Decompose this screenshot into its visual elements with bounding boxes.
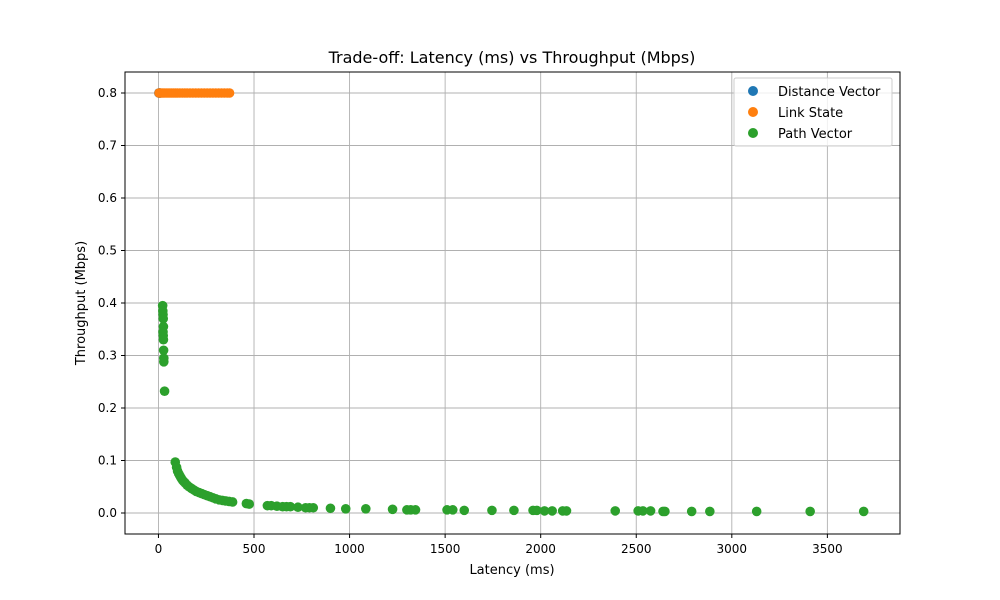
y-tick-label: 0.7: [98, 139, 117, 153]
y-tick-label: 0.8: [98, 86, 117, 100]
x-tick-label: 500: [243, 542, 266, 556]
legend-label-distance-vector: Distance Vector: [778, 85, 881, 100]
data-point: [638, 506, 648, 516]
data-point: [308, 502, 319, 513]
x-tick-label: 0: [155, 542, 163, 556]
y-tick-label: 0.4: [98, 296, 117, 310]
data-point: [705, 506, 715, 517]
legend: Distance Vector Link State Path Vector: [733, 77, 893, 147]
data-point: [447, 505, 458, 515]
data-point: [158, 313, 169, 324]
legend-marker-link-state: [748, 107, 758, 117]
x-tick-label: 3500: [812, 542, 843, 556]
axis-ticks: 0 500 1000 1500 2000 2500 3000 3500 0.0 0.1 0.2 0.3…: [98, 86, 843, 556]
data-point: [224, 88, 235, 98]
y-tick-label: 0.3: [98, 349, 117, 363]
x-tick-label: 1500: [430, 542, 461, 556]
x-tick-label: 1000: [334, 542, 365, 556]
data-point: [660, 506, 670, 517]
data-point: [158, 345, 169, 356]
data-point: [325, 503, 336, 514]
legend-marker-path-vector: [748, 128, 758, 138]
legend-box: [733, 77, 893, 147]
data-points: [154, 88, 869, 517]
x-tick-label: 3000: [717, 542, 748, 556]
legend-label-path-vector: Path Vector: [778, 127, 853, 142]
grid: [125, 72, 900, 534]
x-axis-label: Latency (ms): [469, 563, 554, 578]
data-point: [387, 504, 398, 515]
data-point: [285, 501, 296, 512]
data-point: [858, 506, 869, 517]
data-point: [227, 497, 238, 507]
data-point: [459, 505, 470, 516]
x-tick-label: 2000: [525, 542, 556, 556]
data-point: [645, 506, 656, 516]
data-point: [509, 505, 519, 516]
data-point: [686, 506, 697, 517]
series-link-state: [154, 88, 235, 98]
data-point: [539, 506, 550, 516]
data-point: [159, 386, 170, 397]
data-point: [805, 506, 815, 517]
data-point: [547, 506, 557, 516]
data-point: [293, 502, 303, 513]
legend-label-link-state: Link State: [778, 106, 843, 121]
data-point: [610, 506, 621, 516]
y-axis-label: Throughput (Mbps): [74, 241, 89, 366]
y-tick-label: 0.2: [98, 401, 117, 415]
y-tick-label: 0.1: [98, 454, 117, 468]
series-path-vector: [157, 300, 869, 517]
data-point: [361, 504, 371, 514]
legend-marker-distance-vector: [748, 86, 758, 96]
data-point: [244, 499, 255, 509]
data-point: [532, 505, 542, 516]
data-point: [410, 505, 421, 515]
data-point: [158, 357, 169, 367]
y-tick-label: 0.5: [98, 244, 117, 258]
data-point: [340, 504, 351, 514]
chart-title: Trade-off: Latency (ms) vs Throughput (M…: [328, 48, 696, 67]
data-point: [561, 506, 572, 516]
data-point: [487, 505, 497, 516]
data-point: [751, 506, 762, 517]
y-tick-label: 0.0: [98, 506, 117, 520]
y-tick-label: 0.6: [98, 191, 117, 205]
x-tick-label: 2500: [621, 542, 652, 556]
data-point: [158, 334, 169, 345]
